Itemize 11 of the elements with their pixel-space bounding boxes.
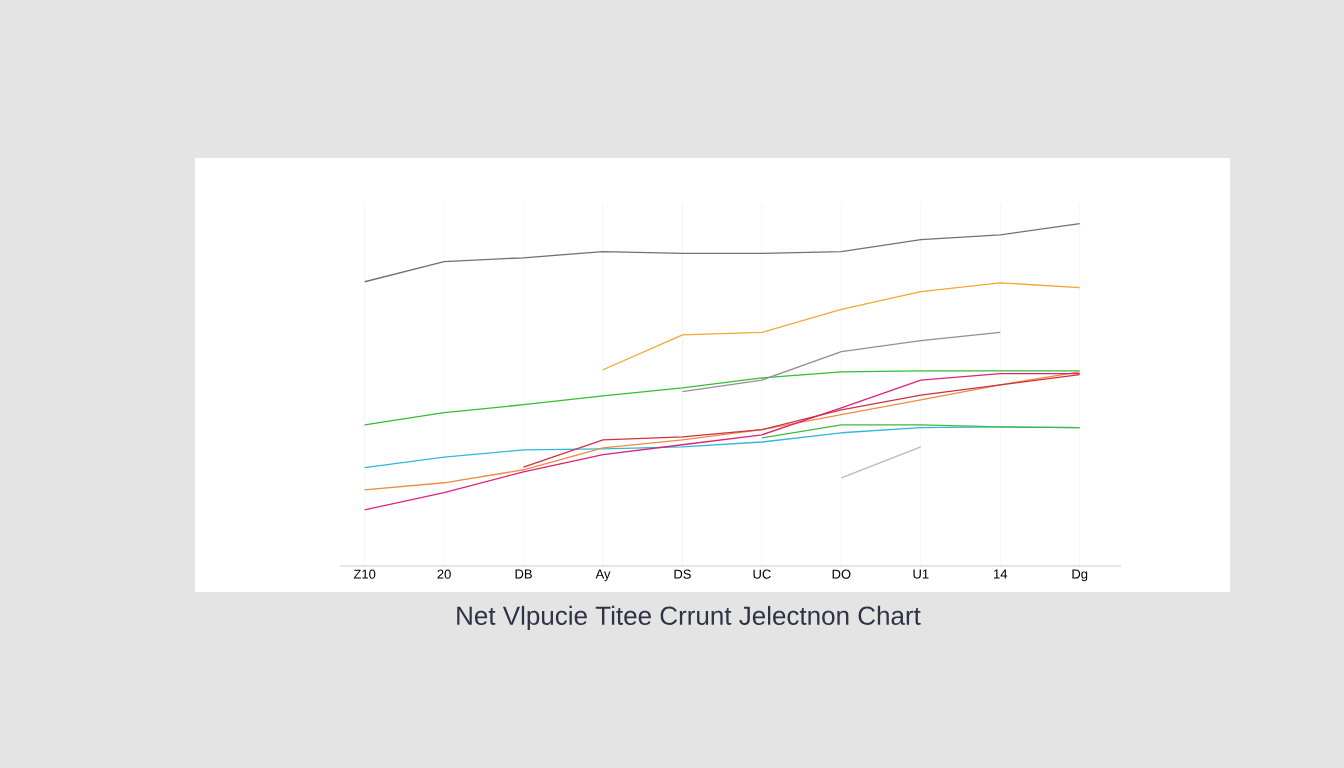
x-tick-label: UC bbox=[753, 569, 771, 579]
x-tick-label: Dg bbox=[1072, 569, 1088, 582]
x-tick-label: U1 bbox=[913, 569, 929, 579]
x-tick-label: Ay bbox=[595, 569, 611, 582]
x-tick-label: Z10 bbox=[353, 569, 376, 579]
x-tick-label: DO bbox=[832, 569, 851, 579]
x-tick-label: 20 bbox=[437, 569, 451, 579]
x-tick-label: DB bbox=[515, 569, 532, 579]
x-tick-label: DS bbox=[674, 569, 691, 579]
text: Net Vlpucie Titee Crrunt Jelectnon Chart bbox=[457, 605, 921, 631]
x-tick-label: 14 bbox=[994, 569, 1008, 579]
